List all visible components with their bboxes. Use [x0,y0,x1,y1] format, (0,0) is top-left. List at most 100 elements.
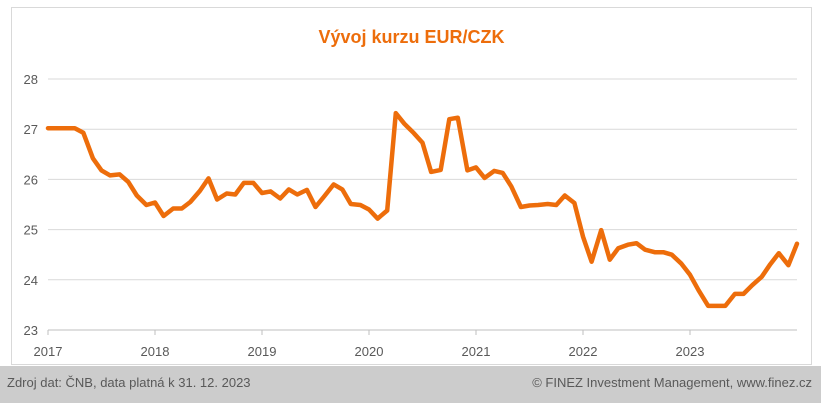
x-tick-label: 2020 [355,344,384,359]
data-point [341,188,344,191]
data-point [403,122,406,125]
data-point [350,203,352,205]
data-point [483,177,486,179]
data-point [546,203,549,205]
data-point [234,193,237,196]
data-point [368,208,370,211]
data-point [172,207,174,210]
data-point [457,116,459,119]
data-point [617,247,620,249]
data-point [189,201,192,203]
y-tick-label: 28 [24,72,38,87]
x-axis [47,330,691,335]
x-axis-ticks: 2017 2018 2019 2020 2021 2022 2023 [34,344,705,359]
data-point [609,258,611,261]
x-tick-label: 2021 [462,344,491,359]
data-point [269,190,272,193]
data-point [243,182,245,184]
data-point [778,252,780,254]
data-point [760,276,763,278]
gridlines [48,78,797,331]
y-tick-label: 25 [24,223,38,238]
data-point [252,182,255,184]
footer-bar: Zdroj dat: ČNB, data platná k 31. 12. 20… [0,366,821,403]
data-point [493,170,496,172]
x-tick-label: 2019 [248,344,277,359]
y-tick-label: 23 [24,323,38,338]
data-point [520,206,522,208]
data-point [716,305,718,307]
data-point [314,206,317,208]
data-point [154,201,156,204]
data-source-note: Zdroj dat: ČNB, data platná k 31. 12. 20… [7,375,251,390]
data-point [109,174,111,177]
data-point [439,169,442,171]
data-point [395,112,397,114]
chart-frame: Vývoj kurzu EUR/CZK 23 24 25 26 27 28 2017 201… [11,7,812,365]
data-point [501,172,504,174]
chart-title: Vývoj kurzu EUR/CZK [318,27,505,47]
data-point [82,131,85,134]
data-point [590,260,593,263]
data-point [386,209,389,212]
data-point [769,263,772,265]
data-point [751,284,753,287]
data-point [207,177,210,180]
data-point [635,242,638,244]
data-point [296,193,299,196]
data-point [199,190,201,192]
data-point [145,204,148,206]
y-tick-label: 27 [24,122,38,137]
data-point [118,173,121,176]
data-point [653,251,656,253]
data-point [216,198,218,201]
data-point [671,253,673,256]
data-point [261,192,263,194]
data-point [65,127,67,129]
series-layer [45,110,800,309]
data-point [55,127,58,129]
x-tick-label: 2018 [141,344,170,359]
data-point [555,204,558,206]
data-point [288,188,290,191]
data-point [136,194,138,197]
data-point [162,215,165,217]
data-point [564,194,566,197]
data-point [724,305,727,307]
data-point [644,248,646,251]
data-point [466,169,469,172]
x-tick-label: 2022 [569,344,598,359]
data-point [92,157,94,160]
data-point [600,229,602,231]
data-point [680,262,683,265]
data-point [430,171,432,173]
data-point [279,197,282,200]
data-point [413,132,415,134]
data-point [707,305,709,307]
data-point [376,217,379,220]
data-point [100,169,103,172]
data-point [448,118,451,120]
data-point [332,183,335,186]
data-point [573,202,576,204]
y-axis-ticks: 23 24 25 26 27 28 [24,72,38,338]
data-point [662,251,665,253]
data-point [537,204,539,206]
data-point [582,235,584,238]
y-tick-label: 24 [24,273,38,288]
data-point [225,192,228,195]
data-point [528,204,531,207]
data-point [359,204,362,206]
y-tick-label: 26 [24,172,38,187]
line-chart: 23 24 25 26 27 28 2017 2018 2019 2020 2021 2022 202… [24,72,800,359]
data-point [421,142,424,144]
data-point [323,195,325,198]
data-point [47,127,49,129]
data-point [742,293,745,295]
data-point [787,264,790,267]
data-point [697,289,700,292]
data-point [627,243,629,246]
data-point [734,293,736,295]
data-point [689,274,691,276]
x-tick-label: 2023 [676,344,705,359]
